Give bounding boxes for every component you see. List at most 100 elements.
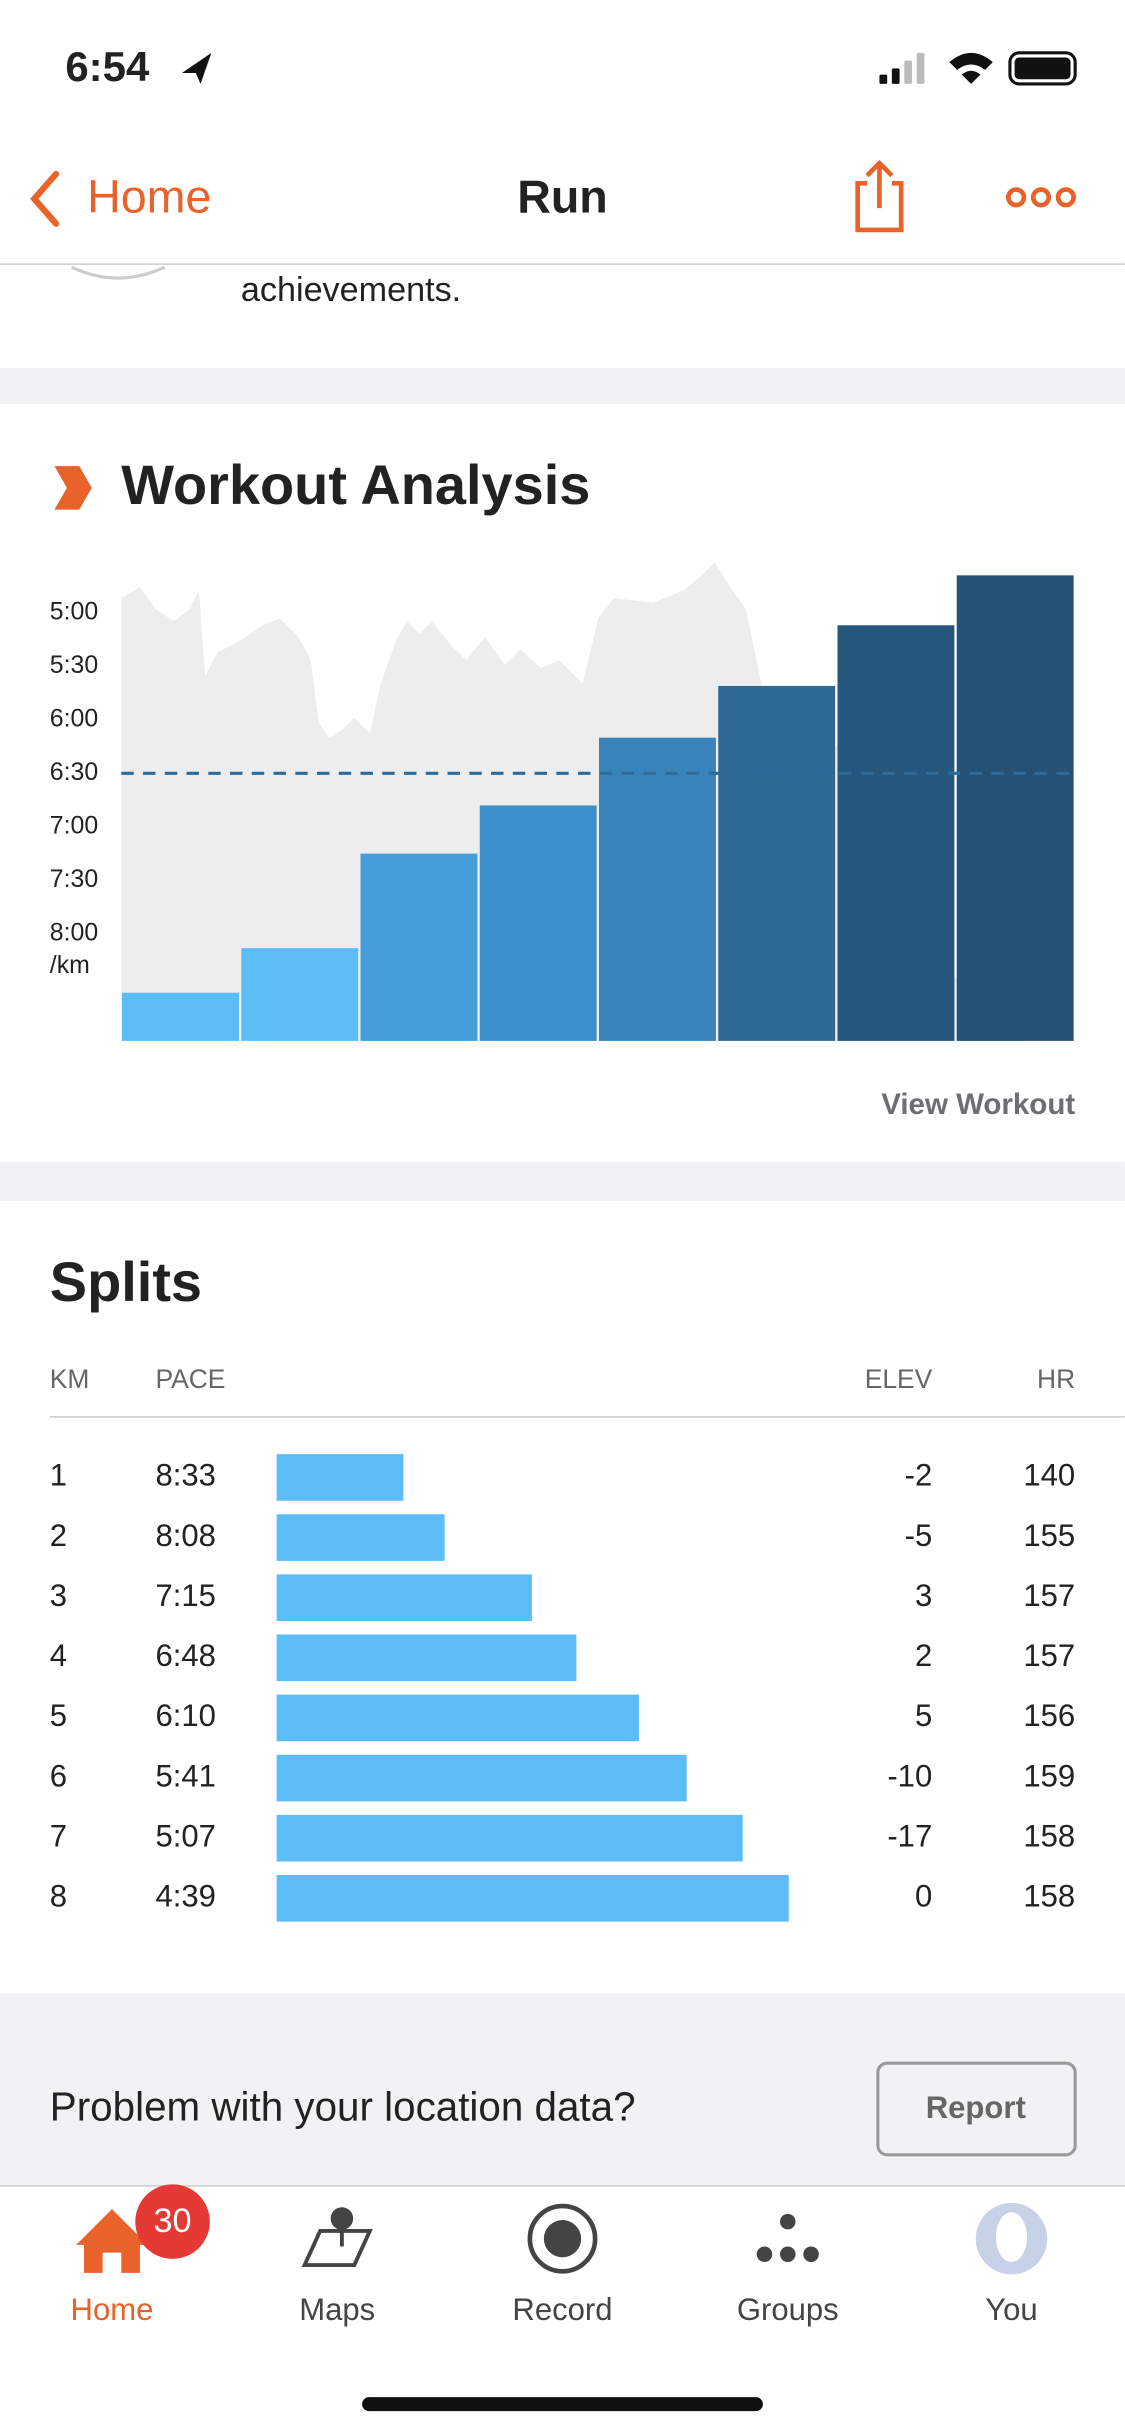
y-tick-label: 8:00 [50,919,98,946]
section-gap [0,1162,1125,1201]
tab-label[interactable]: Maps [299,2292,375,2327]
split-pace: 8:08 [155,1518,215,1553]
report-button[interactable] [876,2061,1077,2157]
tab-label[interactable]: Home [71,2292,154,2327]
back-chevron[interactable] [30,170,60,227]
y-unit: /km [50,952,90,979]
splits-header: KM PACE ELEV HR [50,1364,1075,1394]
column-header: HR [1037,1364,1075,1394]
split-bar [276,1574,532,1621]
split-hr: 157 [1023,1578,1075,1613]
tab-label[interactable]: Groups [737,2292,839,2327]
tab-label[interactable]: You [985,2292,1037,2327]
achievements-text: achievements. [241,271,461,309]
bar [122,992,239,1041]
analysis-icon [54,466,92,510]
split-elev: -10 [887,1758,932,1793]
tab-labels: Home Maps Record Groups You [71,2292,1038,2327]
tab-label[interactable]: Record [512,2292,612,2327]
prompt-text: Problem with your location data? [50,2083,636,2129]
groups-icon[interactable] [756,2213,819,2262]
bar [360,853,478,1041]
split-km: 4 [50,1638,67,1673]
split-km: 2 [50,1518,67,1553]
y-tick-label: 6:30 [50,759,98,786]
column-header: ELEV [865,1364,933,1394]
split-elev: 2 [915,1638,932,1673]
y-tick-label: 6:00 [50,705,98,732]
bar [718,685,836,1041]
split-bar [276,1754,687,1802]
split-hr: 158 [1023,1818,1075,1853]
report-label[interactable]: Report [926,2090,1026,2125]
nav-title: Run [517,171,608,223]
split-elev: 5 [915,1698,932,1733]
split-pace: 6:10 [155,1698,215,1733]
maps-icon[interactable] [301,2207,373,2268]
split-hr: 159 [1023,1758,1075,1793]
home-icon[interactable] [76,2209,148,2273]
split-bar [276,1514,445,1561]
split-pace: 7:15 [155,1578,215,1613]
split-elev: -17 [887,1818,932,1853]
split-bar [276,1634,577,1682]
split-bar [276,1875,789,1922]
pace-chart: 5:00 5:30 6:00 6:30 7:00 7:30 8:00/km [50,575,1076,1041]
y-tick-label: 5:30 [50,652,98,679]
home-indicator [362,2397,763,2412]
split-pace: 5:07 [155,1818,215,1853]
split-bar [276,1814,743,1862]
split-elev: -2 [905,1458,933,1493]
y-tick-label: 7:00 [50,812,98,839]
split-bar [276,1694,639,1742]
split-km: 6 [50,1758,67,1793]
share-button[interactable] [855,159,904,233]
split-km: 5 [50,1698,67,1733]
y-tick-label: 7:30 [50,866,98,893]
wifi-icon [949,52,993,84]
location-icon [181,52,212,84]
split-elev: 0 [915,1879,932,1914]
record-icon[interactable] [527,2203,598,2274]
split-hr: 155 [1023,1518,1075,1553]
signal-icon [879,52,925,84]
bar [599,737,716,1041]
split-hr: 157 [1023,1638,1075,1673]
split-elev: 3 [915,1578,932,1613]
avatar-edge [70,265,166,280]
split-hr: 158 [1023,1879,1075,1914]
more-button[interactable] [1006,187,1076,208]
split-km: 1 [50,1458,67,1493]
back-button[interactable]: Home [87,171,211,223]
splits-title: Splits [50,1250,202,1313]
badge-count: 30 [154,2202,192,2240]
splits-table: 1 8:33 -2 140 2 8:08 -5 155 3 7:15 3 157 4 6:48 2 157 5 6… [50,1454,1075,1922]
bar [479,805,597,1041]
badge [135,2184,210,2259]
split-hr: 140 [1023,1458,1075,1493]
bar [837,625,955,1041]
split-km: 7 [50,1818,67,1853]
status-time: 6:54 [65,43,150,90]
analysis-title: Workout Analysis [121,453,590,516]
battery-level [1014,57,1071,80]
section-gap [0,368,1125,404]
bar [241,948,359,1041]
avatar-silhouette [995,2212,1028,2262]
split-bar [276,1454,404,1501]
split-hr: 156 [1023,1698,1075,1733]
split-km: 3 [50,1578,67,1613]
bar [956,575,1074,1041]
record-dot [543,2220,582,2258]
split-pace: 8:33 [155,1458,215,1493]
split-pace: 6:48 [155,1638,215,1673]
split-elev: -5 [905,1518,933,1553]
column-header: PACE [155,1364,225,1394]
view-workout-link[interactable]: View Workout [881,1088,1075,1121]
y-tick-label: 5:00 [50,598,98,625]
battery-icon [1008,51,1077,86]
split-pace: 5:41 [155,1758,215,1793]
split-km: 8 [50,1879,67,1914]
